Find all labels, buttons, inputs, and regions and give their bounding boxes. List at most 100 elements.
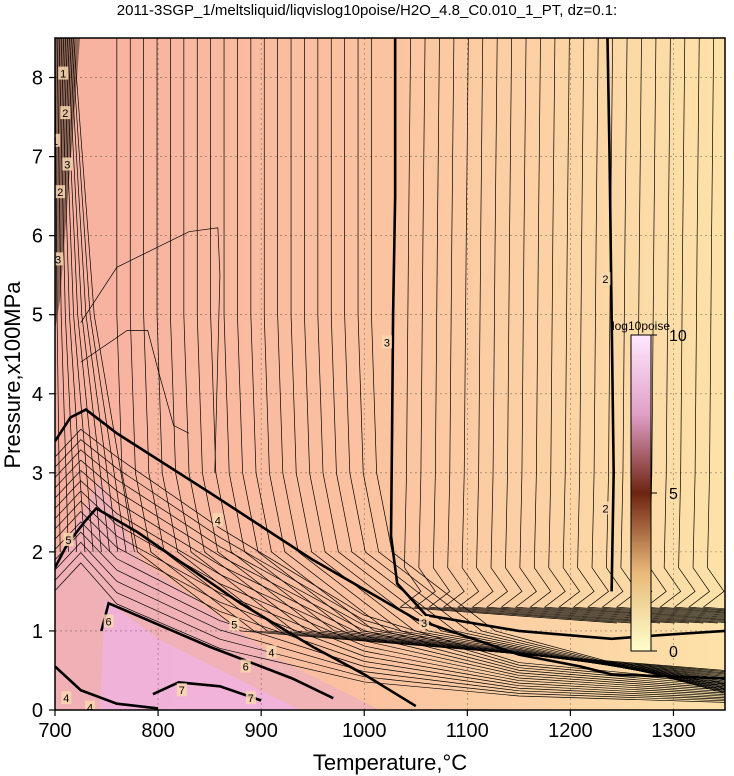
y-tick-label: 0 xyxy=(32,700,43,722)
thin-contour-line xyxy=(250,38,725,683)
thin-contour-line xyxy=(702,38,725,610)
high-viscosity-core xyxy=(100,600,300,710)
thin-contour-line xyxy=(210,38,725,680)
contour-label-bg xyxy=(55,185,66,199)
contour-label: 4 xyxy=(61,691,72,705)
contour-label: 6 xyxy=(240,659,251,674)
plot-frame xyxy=(54,37,726,711)
contour-label-text: 1 xyxy=(52,136,58,148)
thin-contour-line xyxy=(543,38,725,621)
contour-label-bg xyxy=(62,157,73,171)
contour-label: 2 xyxy=(55,185,66,199)
thin-contour-line xyxy=(428,38,646,624)
contour-label-text: 7 xyxy=(179,685,185,697)
contour-label-text: 5 xyxy=(231,620,237,632)
thin-contour-line xyxy=(80,330,190,434)
contour-label-text: 4 xyxy=(215,515,221,527)
thin-contour-line xyxy=(223,38,725,681)
thin-contour-line xyxy=(485,38,704,624)
contour-label-bg xyxy=(85,700,96,710)
colorbar-tick-label: 0 xyxy=(669,644,678,661)
contour-label: 4 xyxy=(266,645,277,659)
thin-contour-line xyxy=(73,38,135,552)
bold-contour-line xyxy=(55,665,159,710)
thin-contour-line xyxy=(471,38,689,624)
x-tick-label: 1300 xyxy=(651,720,696,742)
contour-label-text: 3 xyxy=(64,159,70,171)
contour-label-text: 1 xyxy=(60,69,66,81)
contour-label-bg xyxy=(61,691,72,705)
colorbar-ticks: 0 5 10 xyxy=(651,328,687,661)
x-tick-label: 900 xyxy=(244,720,277,742)
thin-contour-line xyxy=(529,38,725,622)
thin-contour-line xyxy=(62,38,94,552)
thin-contour-line xyxy=(659,38,725,613)
bold-contour-line xyxy=(55,506,417,708)
thin-contour-line xyxy=(55,428,725,683)
x-axis-label: Temperature,°C xyxy=(313,750,467,775)
contour-label: 1 xyxy=(58,66,69,81)
thin-contour-line xyxy=(514,38,725,623)
thin-contour-line xyxy=(344,38,725,691)
contour-label-bg xyxy=(176,683,187,697)
thin-contour-line xyxy=(170,38,725,676)
contour-label: 3 xyxy=(55,252,64,266)
contour-label: 3 xyxy=(381,335,392,349)
thin-contour-line xyxy=(357,38,725,693)
colorbar: log10poise 0 5 10 xyxy=(612,319,687,661)
colorbar-label: log10poise xyxy=(612,319,670,333)
x-tick-label: 1200 xyxy=(548,720,593,742)
thin-contour-line xyxy=(56,38,69,552)
contour-label-bg xyxy=(63,533,74,547)
x-tick-label: 800 xyxy=(141,720,174,742)
x-tick-label: 1100 xyxy=(446,720,489,742)
contour-label-bg xyxy=(60,106,71,120)
bold-contour-line xyxy=(606,38,615,592)
contour-label: 7 xyxy=(176,683,187,697)
thin-contour-line xyxy=(413,38,632,624)
contour-label: 6 xyxy=(103,614,114,628)
thin-contour-line xyxy=(58,38,77,552)
contour-label-text: 4 xyxy=(87,703,93,715)
y-tick-label: 4 xyxy=(32,384,43,406)
thin-contour-line xyxy=(615,38,725,616)
bold-contours xyxy=(55,38,725,710)
x-axis: 700 800 900 1000 1100 1200 1300 xyxy=(38,710,696,742)
contour-label-bg xyxy=(419,616,430,630)
thin-contour-line xyxy=(55,511,725,696)
thin-contour-line xyxy=(143,38,725,674)
thin-contour-line xyxy=(290,38,725,687)
bold-contour-line xyxy=(152,681,262,702)
y-tick-label: 5 xyxy=(32,305,43,327)
thin-contour-line xyxy=(71,38,127,552)
thin-contour-line xyxy=(442,38,661,624)
thin-contour-line xyxy=(586,38,725,618)
thin-contour-line xyxy=(55,459,725,688)
thin-contour-line xyxy=(55,480,725,691)
thin-contour-line xyxy=(67,38,110,552)
contour-label: 2 xyxy=(60,106,71,120)
contour-label-bg xyxy=(600,501,611,515)
y-tick-label: 3 xyxy=(32,463,43,485)
thin-contour-line xyxy=(55,439,725,685)
thin-contour-line xyxy=(317,38,725,689)
thin-contour-line xyxy=(55,541,725,700)
thin-contour-line xyxy=(196,38,725,678)
thin-contour-line xyxy=(371,38,725,694)
contour-label-bg xyxy=(58,66,69,80)
contour-label-text: 4 xyxy=(268,647,274,659)
contour-label-bg xyxy=(212,513,223,527)
colorbar-gradient xyxy=(630,334,652,652)
thin-contour-line xyxy=(277,38,725,686)
bold-contour-line xyxy=(55,408,725,680)
contour-label-text: 6 xyxy=(243,662,249,674)
contour-label: 4 xyxy=(85,700,96,715)
contour-label: 2 xyxy=(600,272,611,286)
contour-label: 4 xyxy=(212,513,223,527)
contour-label-bg xyxy=(229,617,240,631)
thin-contour-line xyxy=(673,38,725,612)
y-tick-label: 6 xyxy=(32,226,43,248)
contour-label: 5 xyxy=(63,533,74,547)
